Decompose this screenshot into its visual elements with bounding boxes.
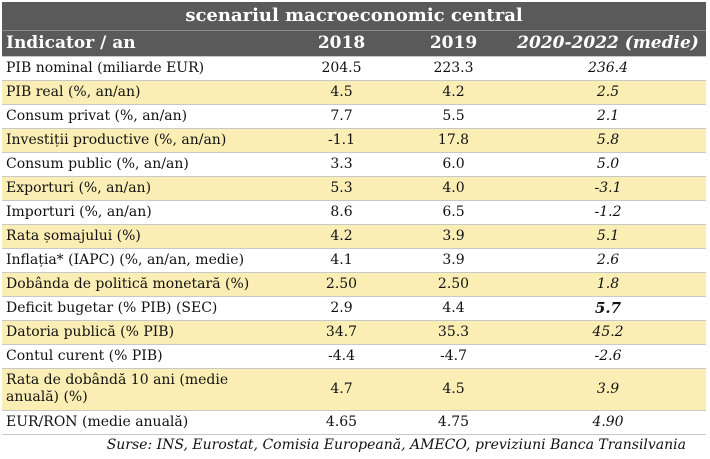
header-2019: 2019 [397, 29, 510, 56]
cell-2020-2022: 2.5 [510, 79, 707, 104]
row-label: Rata șomajului (%) [2, 223, 286, 248]
cell-2018: 3.3 [286, 151, 397, 176]
cell-2018: 4.2 [286, 223, 397, 248]
row-label: Consum privat (%, an/an) [2, 103, 286, 128]
table-row: EUR/RON (medie anuală) 4.65 4.75 4.90 [2, 409, 707, 435]
row-label: Dobânda de politică monetară (%) [2, 271, 286, 296]
row-label: Importuri (%, an/an) [2, 199, 286, 224]
row-label: PIB real (%, an/an) [2, 79, 286, 104]
table-row: Consum public (%, an/an) 3.3 6.0 5.0 [2, 151, 707, 176]
cell-2019: 3.9 [397, 247, 510, 272]
macro-scenario-table: scenariul macroeconomic central Indicato… [2, 2, 707, 435]
cell-2019: 2.50 [397, 271, 510, 296]
cell-2020-2022: 2.6 [510, 247, 707, 272]
row-label: Inflația* (IAPC) (%, an/an, medie) [2, 247, 286, 272]
cell-2018: 4.1 [286, 247, 397, 272]
cell-2019: 4.0 [397, 175, 510, 200]
row-label: Investiții productive (%, an/an) [2, 127, 286, 152]
table-row: Deficit bugetar (% PIB) (SEC) 2.9 4.4 5.… [2, 295, 707, 320]
cell-2020-2022: -3.1 [510, 175, 707, 200]
cell-2019: 6.5 [397, 199, 510, 224]
row-label: Datoria publică (% PIB) [2, 319, 286, 344]
cell-2019: 35.3 [397, 319, 510, 344]
cell-2019: 4.5 [397, 367, 510, 410]
cell-2018: -4.4 [286, 343, 397, 368]
header-indicator: Indicator / an [2, 29, 286, 56]
table-title-row: scenariul macroeconomic central [2, 2, 707, 30]
cell-2018: 2.50 [286, 271, 397, 296]
row-label: PIB nominal (miliarde EUR) [2, 55, 286, 80]
cell-2019: 223.3 [397, 55, 510, 80]
table-row: Exporturi (%, an/an) 5.3 4.0 -3.1 [2, 175, 707, 200]
cell-2020-2022: 5.7 [510, 295, 707, 320]
cell-2020-2022: 5.0 [510, 151, 707, 176]
cell-2019: 17.8 [397, 127, 510, 152]
cell-2019: 4.4 [397, 295, 510, 320]
header-2020-2022: 2020-2022 (medie) [510, 29, 707, 56]
row-label: EUR/RON (medie anuală) [2, 409, 286, 435]
table-row: Importuri (%, an/an) 8.6 6.5 -1.2 [2, 199, 707, 224]
table-row: Dobânda de politică monetară (%) 2.50 2.… [2, 271, 707, 296]
cell-2019: 3.9 [397, 223, 510, 248]
cell-2020-2022: -1.2 [510, 199, 707, 224]
row-label: Consum public (%, an/an) [2, 151, 286, 176]
cell-2020-2022: 236.4 [510, 55, 707, 80]
cell-2020-2022: 5.8 [510, 127, 707, 152]
row-label: Exporturi (%, an/an) [2, 175, 286, 200]
cell-2018: 204.5 [286, 55, 397, 80]
row-label: Rata de dobândă 10 ani (medie anuală) (%… [2, 367, 286, 410]
cell-2019: -4.7 [397, 343, 510, 368]
cell-2019: 4.75 [397, 409, 510, 435]
cell-2020-2022: 1.8 [510, 271, 707, 296]
table-title: scenariul macroeconomic central [2, 2, 707, 30]
row-label: Contul curent (% PIB) [2, 343, 286, 368]
cell-2019: 5.5 [397, 103, 510, 128]
cell-2020-2022: -2.6 [510, 343, 707, 368]
table-row: Rata șomajului (%) 4.2 3.9 5.1 [2, 223, 707, 248]
cell-2019: 6.0 [397, 151, 510, 176]
cell-2018: 34.7 [286, 319, 397, 344]
table-row: Rata de dobândă 10 ani (medie anuală) (%… [2, 367, 707, 410]
cell-2018: 7.7 [286, 103, 397, 128]
table-row: Investiții productive (%, an/an) -1.1 17… [2, 127, 707, 152]
table-row: PIB real (%, an/an) 4.5 4.2 2.5 [2, 79, 707, 104]
cell-2018: 8.6 [286, 199, 397, 224]
table-row: Inflația* (IAPC) (%, an/an, medie) 4.1 3… [2, 247, 707, 272]
table-row: Contul curent (% PIB) -4.4 -4.7 -2.6 [2, 343, 707, 368]
cell-2020-2022: 4.90 [510, 409, 707, 435]
cell-2020-2022: 5.1 [510, 223, 707, 248]
header-2018: 2018 [286, 29, 397, 56]
cell-2019: 4.2 [397, 79, 510, 104]
cell-2018: -1.1 [286, 127, 397, 152]
source-note: Surse: INS, Eurostat, Comisia Europeană,… [106, 437, 686, 453]
cell-2020-2022: 45.2 [510, 319, 707, 344]
cell-2018: 4.7 [286, 367, 397, 410]
cell-2018: 5.3 [286, 175, 397, 200]
table-row: PIB nominal (miliarde EUR) 204.5 223.3 2… [2, 55, 707, 80]
table-row: Consum privat (%, an/an) 7.7 5.5 2.1 [2, 103, 707, 128]
column-header-row: Indicator / an 2018 2019 2020-2022 (medi… [2, 29, 707, 56]
table-body: PIB nominal (miliarde EUR) 204.5 223.3 2… [2, 55, 707, 435]
cell-2018: 4.65 [286, 409, 397, 435]
cell-2020-2022: 3.9 [510, 367, 707, 410]
cell-2018: 2.9 [286, 295, 397, 320]
table-row: Datoria publică (% PIB) 34.7 35.3 45.2 [2, 319, 707, 344]
row-label: Deficit bugetar (% PIB) (SEC) [2, 295, 286, 320]
cell-2018: 4.5 [286, 79, 397, 104]
cell-2020-2022: 2.1 [510, 103, 707, 128]
